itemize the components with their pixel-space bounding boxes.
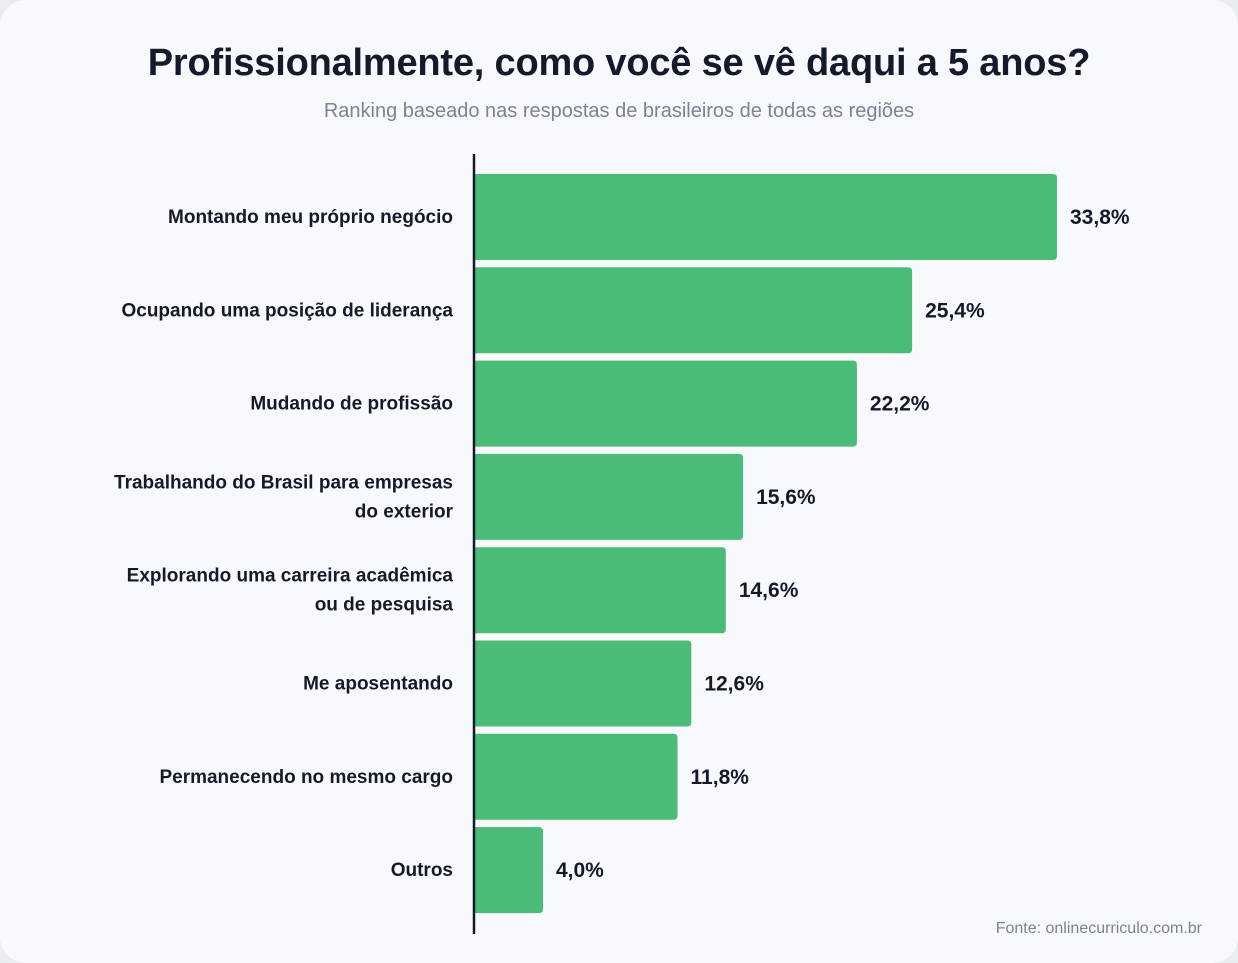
- chart-subtitle: Ranking baseado nas respostas de brasile…: [323, 100, 915, 122]
- category-label-line: Permanecendo no mesmo cargo: [159, 767, 453, 788]
- bar-2: [474, 360, 857, 447]
- category-label-line: do exterior: [355, 501, 454, 522]
- category-label-line: Explorando uma carreira acadêmica: [127, 566, 454, 587]
- bar-1: [474, 267, 913, 354]
- value-label-1: 25,4%: [925, 299, 985, 322]
- bar-0: [474, 174, 1057, 260]
- category-label-line: Montando meu próprio negócio: [168, 207, 453, 228]
- category-label-line: Me aposentando: [303, 674, 453, 695]
- category-label-2: Mudando de profissão: [250, 394, 453, 415]
- bar-7: [474, 827, 543, 914]
- category-label-7: Outros: [391, 860, 453, 881]
- category-label-line: Outros: [391, 860, 453, 881]
- category-label-line: ou de pesquisa: [315, 595, 454, 616]
- category-label-0: Montando meu próprio negócio: [168, 207, 453, 228]
- category-label-1: Ocupando uma posição de liderança: [121, 300, 453, 321]
- category-label-line: Ocupando uma posição de liderança: [121, 300, 453, 321]
- value-label-5: 12,6%: [704, 673, 764, 696]
- category-label-4: Explorando uma carreira acadêmica ou de p…: [127, 566, 454, 616]
- bars-layer: 33,8% Montando meu próprio negócio 25,4% Oc…: [114, 174, 1130, 914]
- category-label-3: Trabalhando do Brasil para empresas do ex…: [114, 472, 454, 522]
- value-label-6: 11,8%: [691, 766, 750, 789]
- value-label-7: 4,0%: [556, 859, 604, 882]
- value-label-0: 33,8%: [1070, 206, 1130, 229]
- source-note: Fonte: onlinecurriculo.com.br: [995, 920, 1202, 937]
- value-label-3: 15,6%: [756, 486, 816, 509]
- category-label-line: Mudando de profissão: [250, 394, 453, 415]
- bar-3: [474, 453, 744, 540]
- chart-title: Profissionalmente, como você se vê daqui…: [147, 42, 1091, 84]
- bar-4: [474, 547, 726, 634]
- value-label-4: 14,6%: [739, 579, 799, 602]
- value-label-2: 22,2%: [870, 393, 930, 416]
- category-label-5: Me aposentando: [303, 674, 453, 695]
- category-label-6: Permanecendo no mesmo cargo: [159, 767, 453, 788]
- category-label-line: Trabalhando do Brasil para empresas: [114, 472, 453, 493]
- bar-5: [474, 640, 692, 727]
- bar-6: [474, 733, 678, 820]
